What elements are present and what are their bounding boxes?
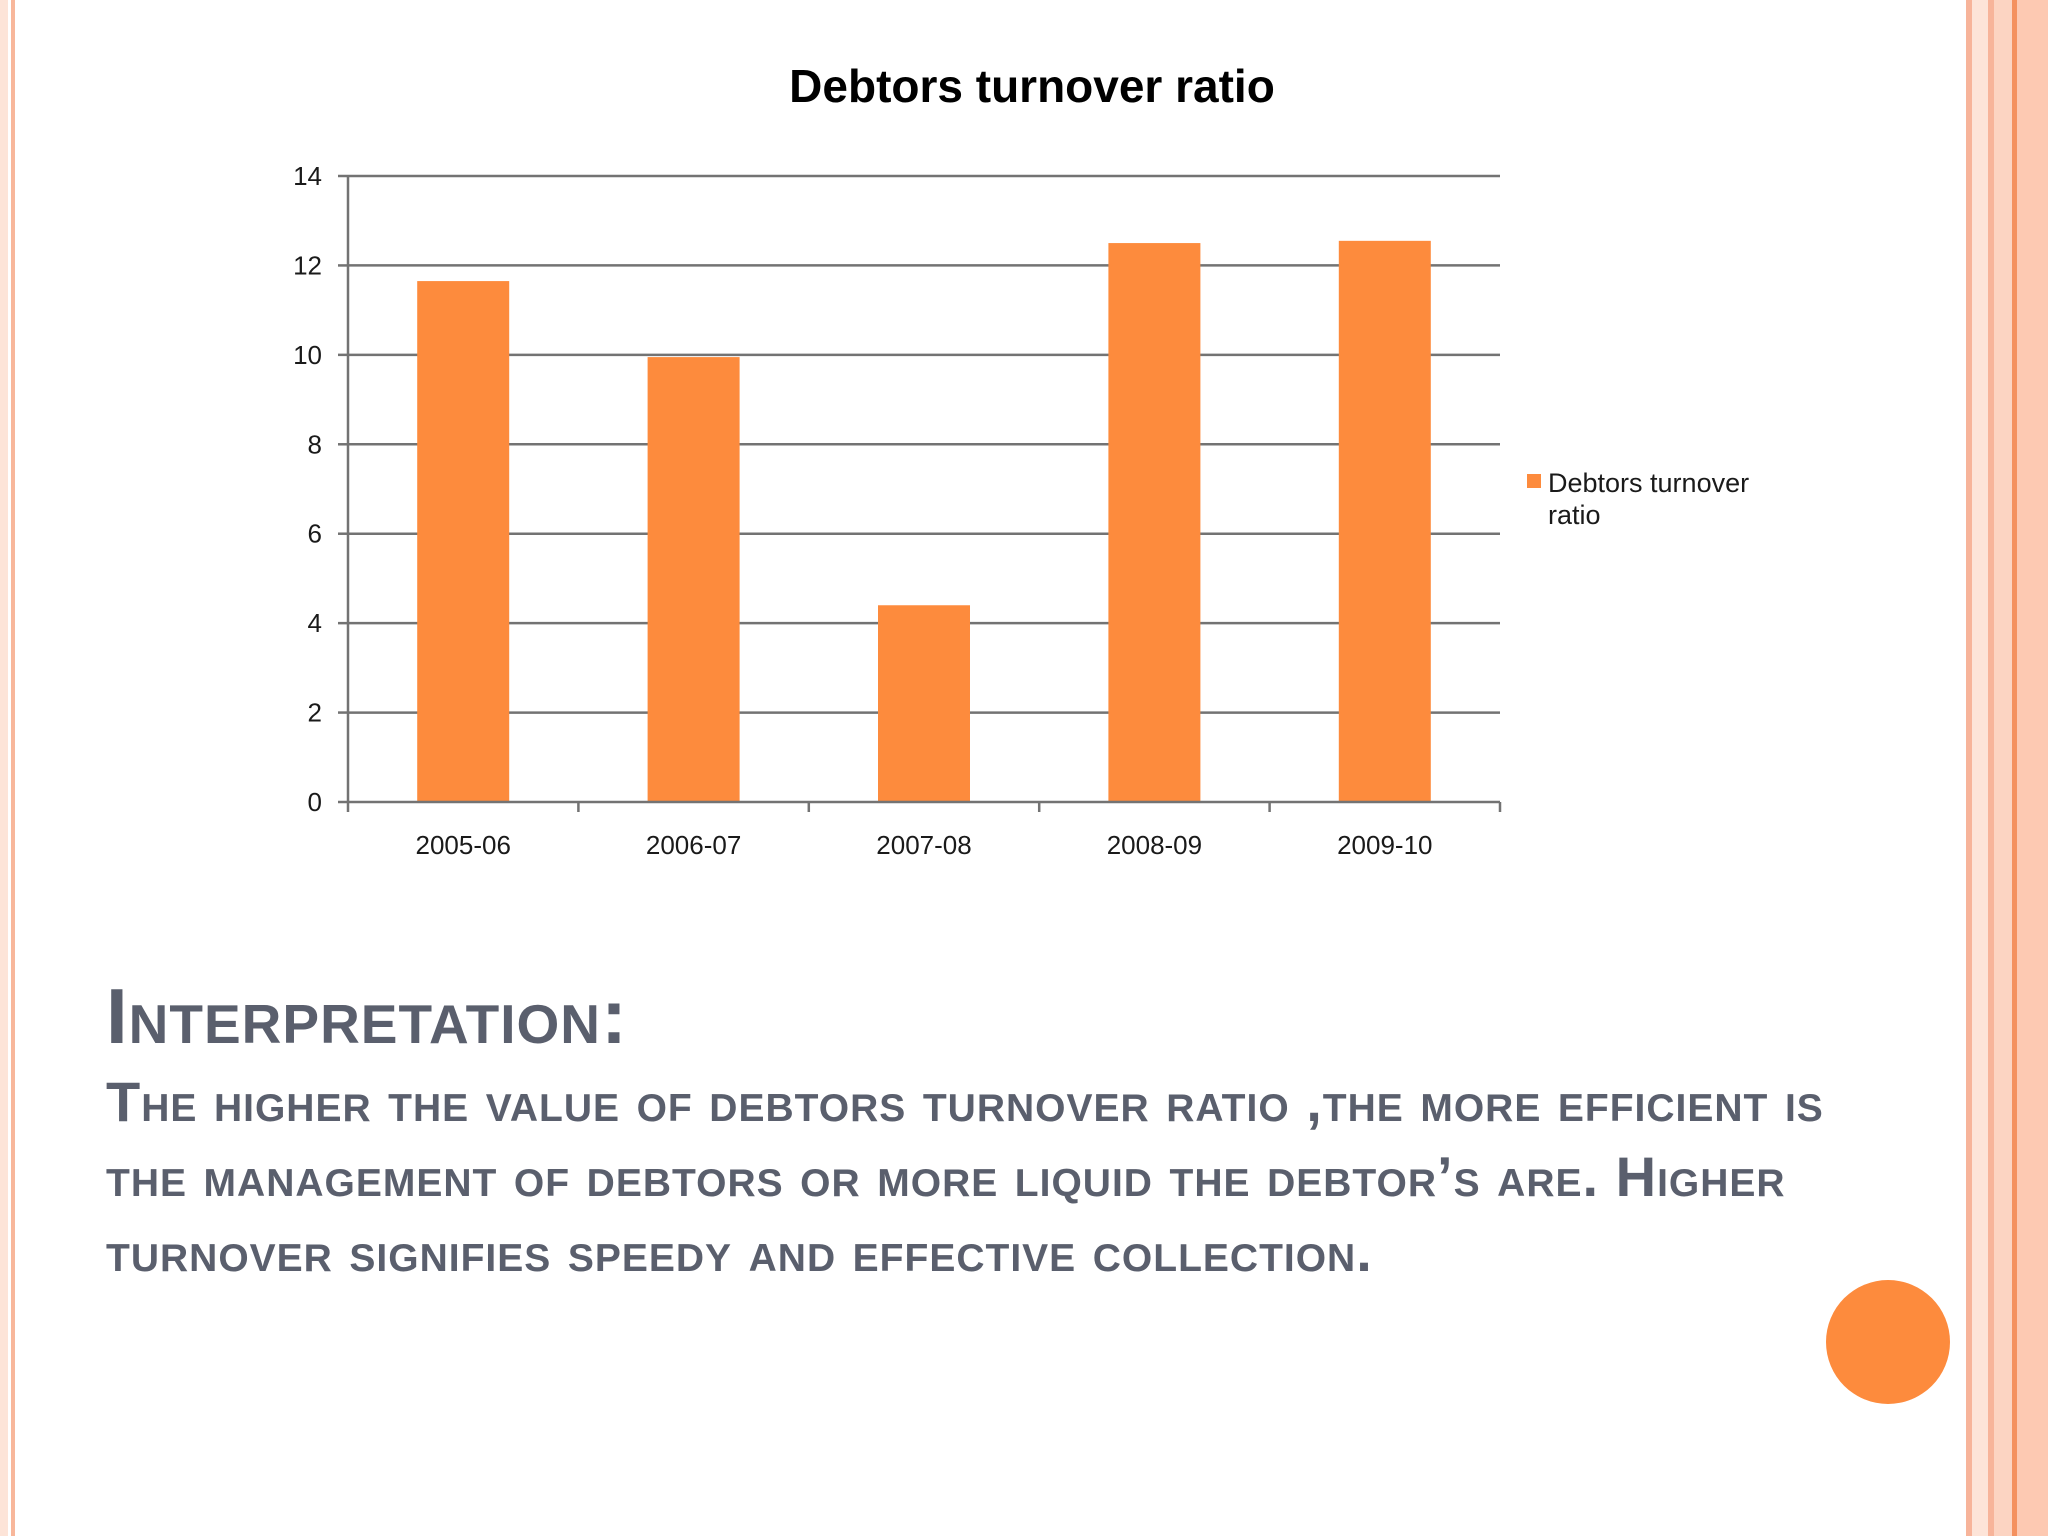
x-tick-label: 2007-08 (876, 830, 971, 860)
x-tick-label: 2006-07 (646, 830, 741, 860)
x-axis-ticks: 2005-06 2006-07 2007-08 2008-09 2009-10 (346, 802, 1502, 860)
x-tick-label: 2005-06 (415, 830, 510, 860)
bars (417, 240, 1431, 803)
interpretation-heading: Interpretation: (106, 972, 628, 1060)
interpretation-block: Interpretation: The higher the value of … (106, 968, 1826, 1289)
x-tick-label: 2009-10 (1337, 830, 1432, 860)
bar-chart: Debtors turnover ratio 0 2 4 6 8 10 12 14 2005-… (293, 60, 1749, 860)
bar-2008-09 (1108, 243, 1201, 803)
y-tick-label: 0 (308, 787, 322, 817)
y-tick-label: 6 (308, 519, 322, 549)
y-axis-ticks: 0 2 4 6 8 10 12 14 (293, 161, 348, 817)
chart-title: Debtors turnover ratio (789, 60, 1275, 112)
legend-label-line: ratio (1548, 500, 1601, 530)
y-tick-label: 12 (293, 250, 322, 280)
y-tick-label: 10 (293, 340, 322, 370)
y-tick-label: 4 (308, 608, 322, 638)
left-border-line (11, 0, 15, 1536)
legend: Debtors turnover ratio (1527, 468, 1749, 530)
y-tick-label: 2 (308, 698, 322, 728)
bar-2006-07 (647, 357, 740, 802)
y-tick-label: 8 (308, 429, 322, 459)
left-border-band (0, 0, 8, 1536)
legend-swatch (1527, 474, 1541, 488)
decorative-circle (1826, 1280, 1950, 1404)
x-tick-label: 2008-09 (1107, 830, 1202, 860)
legend-label: Debtors turnover ratio (1548, 468, 1749, 530)
bar-2005-06 (417, 281, 510, 802)
axes (346, 176, 1500, 804)
y-tick-label: 14 (293, 161, 322, 191)
right-border-stripes (1966, 0, 2048, 1536)
bar-2009-10 (1338, 240, 1431, 803)
legend-label-line: Debtors turnover (1548, 468, 1749, 498)
bar-2007-08 (878, 605, 970, 802)
interpretation-body: The higher the value of debtors turnover… (106, 1070, 1824, 1283)
